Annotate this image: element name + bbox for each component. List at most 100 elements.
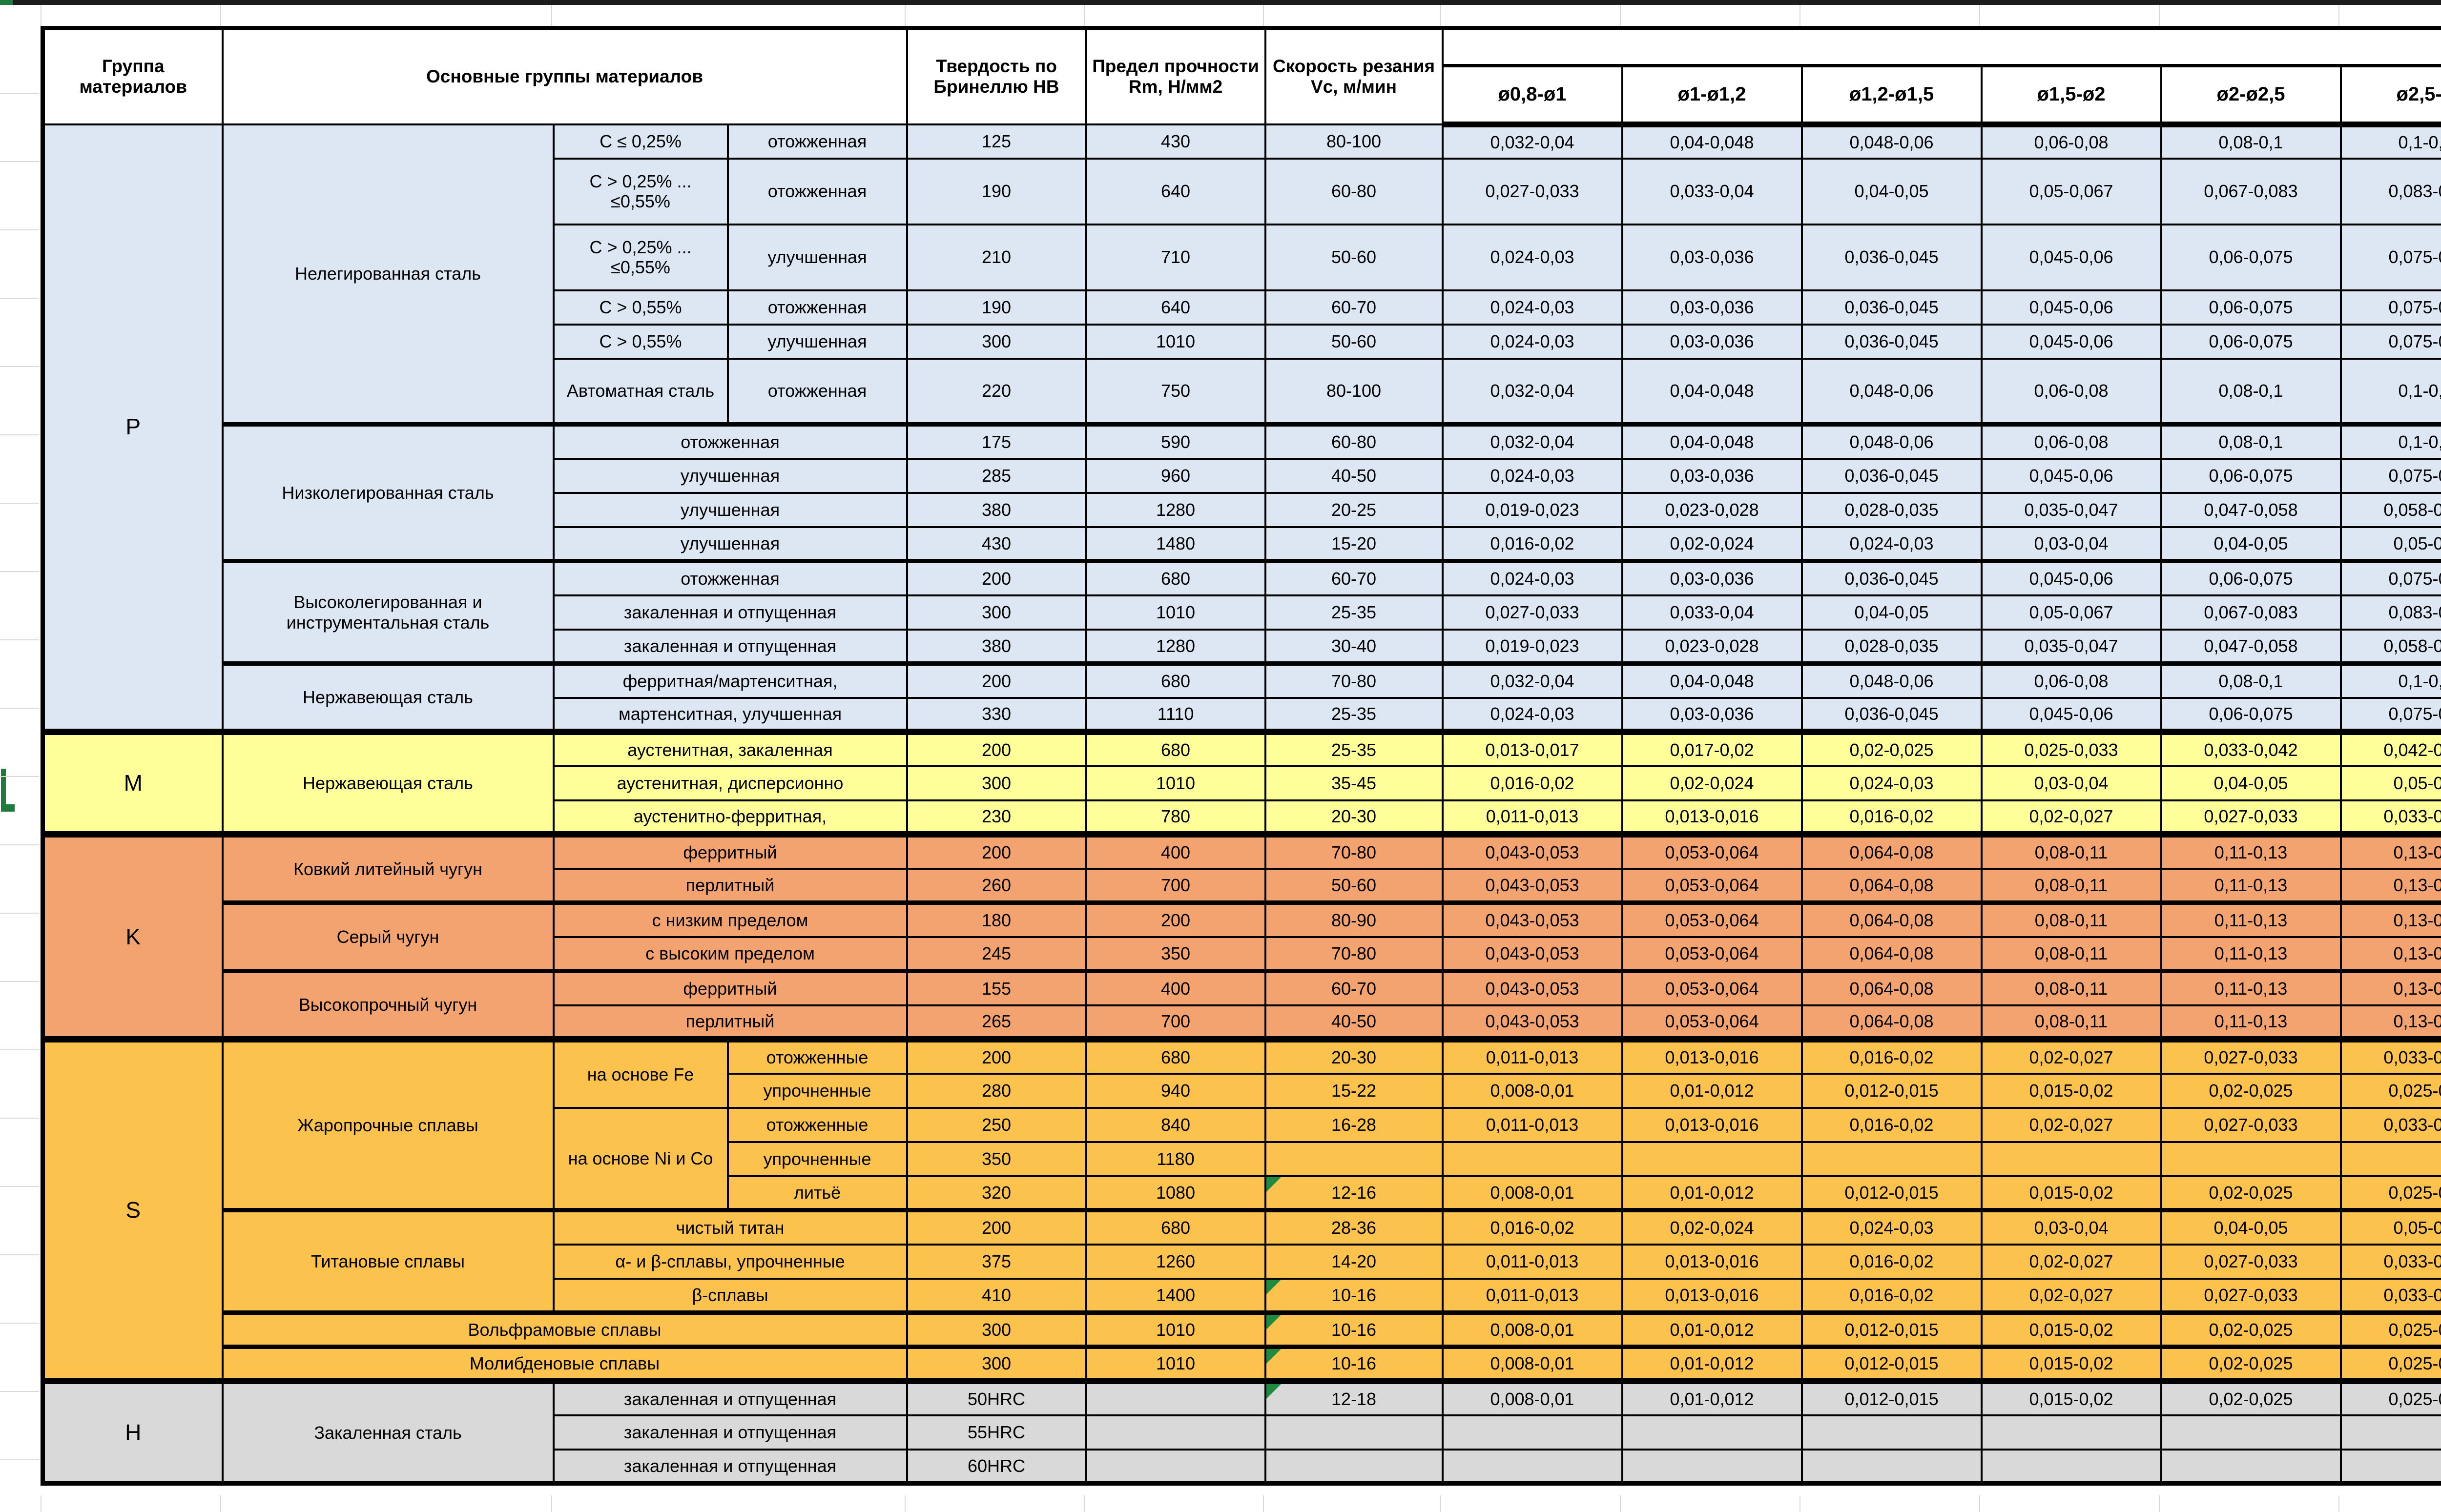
table-cell[interactable] bbox=[1085, 1414, 1266, 1451]
table-cell[interactable]: 0,048-0,06 bbox=[1800, 357, 1983, 426]
material-group[interactable]: Серый чугун bbox=[221, 900, 555, 972]
table-cell[interactable]: 0,032-0,04 bbox=[1441, 123, 1623, 160]
table-cell[interactable]: 0,08-0,11 bbox=[1980, 936, 2162, 972]
table-cell[interactable]: 0,036-0,045 bbox=[1800, 323, 1983, 360]
table-cell[interactable]: 0,06-0,075 bbox=[2160, 457, 2342, 494]
table-cell[interactable]: 0,08-0,1 bbox=[2160, 661, 2342, 699]
table-cell[interactable] bbox=[1264, 1448, 1444, 1485]
table-cell[interactable]: 20-30 bbox=[1264, 799, 1444, 836]
table-cell[interactable]: 0,083-0,13 bbox=[2339, 157, 2441, 225]
table-cell[interactable]: 0,013-0,017 bbox=[1441, 729, 1623, 767]
table-cell[interactable]: с низким пределом bbox=[552, 900, 908, 938]
table-cell[interactable]: 680 bbox=[1085, 1208, 1266, 1246]
table-cell[interactable]: 265 bbox=[906, 1004, 1087, 1041]
table-cell[interactable]: 0,024-0,03 bbox=[1441, 696, 1623, 733]
table-cell[interactable]: 380 bbox=[906, 491, 1087, 528]
table-cell[interactable]: 0,02-0,024 bbox=[1621, 1208, 1803, 1246]
table-cell[interactable]: 0,019-0,023 bbox=[1441, 628, 1623, 665]
table-cell[interactable]: 0,023-0,028 bbox=[1621, 491, 1803, 528]
table-cell[interactable]: 10-16 bbox=[1264, 1310, 1444, 1348]
table-cell[interactable]: 80-100 bbox=[1264, 357, 1444, 426]
material-group[interactable]: Жаропрочные сплавы bbox=[221, 1036, 555, 1211]
table-cell[interactable]: ферритный bbox=[552, 831, 908, 870]
table-cell[interactable]: 190 bbox=[906, 157, 1087, 225]
table-cell[interactable]: 0,04-0,05 bbox=[2160, 526, 2342, 562]
table-cell[interactable]: улучшенная bbox=[552, 491, 908, 528]
table-cell[interactable]: 350 bbox=[1085, 936, 1266, 972]
table-cell[interactable]: 0,033-0,053 bbox=[2339, 1036, 2441, 1075]
table-cell[interactable]: 0,053-0,064 bbox=[1621, 936, 1803, 972]
table-cell[interactable]: 0,05-0,067 bbox=[1980, 157, 2162, 225]
table-cell[interactable]: 200 bbox=[906, 1208, 1087, 1246]
table-cell[interactable] bbox=[1441, 1141, 1623, 1177]
table-cell[interactable]: чистый титан bbox=[552, 1208, 908, 1246]
table-cell[interactable]: перлитный bbox=[552, 867, 908, 904]
material-group[interactable]: Закаленная сталь bbox=[221, 1378, 555, 1485]
table-cell[interactable]: 15-22 bbox=[1264, 1072, 1444, 1109]
table-cell[interactable]: 0,016-0,02 bbox=[1800, 1243, 1983, 1280]
table-cell[interactable]: 0,11-0,13 bbox=[2160, 936, 2342, 972]
table-cell[interactable]: 25-35 bbox=[1264, 594, 1444, 631]
table-cell[interactable]: 0,015-0,02 bbox=[1980, 1072, 2162, 1109]
table-cell[interactable]: 40-50 bbox=[1264, 1004, 1444, 1041]
table-cell[interactable]: 0,075-0,12 bbox=[2339, 289, 2441, 326]
table-cell[interactable] bbox=[1085, 1448, 1266, 1485]
table-cell[interactable]: 0,032-0,04 bbox=[1441, 357, 1623, 426]
table-cell[interactable]: 0,13-0,21 bbox=[2339, 831, 2441, 870]
table-cell[interactable]: 0,024-0,03 bbox=[1441, 223, 1623, 291]
table-cell[interactable]: 0,075-0,12 bbox=[2339, 223, 2441, 291]
table-cell[interactable]: 1180 bbox=[1085, 1141, 1266, 1177]
table-cell[interactable]: 330 bbox=[906, 696, 1087, 733]
table-cell[interactable] bbox=[1800, 1414, 1983, 1451]
table-cell[interactable]: 0,045-0,06 bbox=[1980, 696, 2162, 733]
table-cell[interactable]: 400 bbox=[1085, 969, 1266, 1006]
table-cell[interactable]: 0,008-0,01 bbox=[1441, 1072, 1623, 1109]
table-cell[interactable]: 0,025-0,033 bbox=[1980, 729, 2162, 767]
table-cell[interactable]: на основе Fe bbox=[552, 1036, 729, 1109]
table-cell[interactable]: 0,08-0,11 bbox=[1980, 1004, 2162, 1041]
table-cell[interactable]: 0,015-0,02 bbox=[1980, 1378, 2162, 1416]
table-cell[interactable]: на основе Ni и Co bbox=[552, 1106, 729, 1211]
table-cell[interactable]: 0,1-0,16 bbox=[2339, 422, 2441, 460]
table-cell[interactable]: 0,1-0,16 bbox=[2339, 123, 2441, 160]
table-cell[interactable]: 0,02-0,027 bbox=[1980, 799, 2162, 836]
table-cell[interactable]: 0,028-0,035 bbox=[1800, 491, 1983, 528]
table-cell[interactable]: 0,028-0,035 bbox=[1800, 628, 1983, 665]
table-cell[interactable]: 300 bbox=[906, 1345, 1087, 1382]
table-cell[interactable]: 0,11-0,13 bbox=[2160, 900, 2342, 938]
table-cell[interactable]: 125 bbox=[906, 123, 1087, 160]
table-cell[interactable] bbox=[1621, 1141, 1803, 1177]
table-cell[interactable]: 350 bbox=[906, 1141, 1087, 1177]
table-cell[interactable]: 0,036-0,045 bbox=[1800, 559, 1983, 596]
table-cell[interactable]: 1480 bbox=[1085, 526, 1266, 562]
table-cell[interactable]: 0,013-0,016 bbox=[1621, 1106, 1803, 1143]
feed-col-header[interactable]: ø1,5-ø2 bbox=[1980, 64, 2162, 127]
table-cell[interactable]: 0,011-0,013 bbox=[1441, 1106, 1623, 1143]
table-cell[interactable]: 1110 bbox=[1085, 696, 1266, 733]
table-cell[interactable]: 60-80 bbox=[1264, 422, 1444, 460]
table-cell[interactable]: 250 bbox=[906, 1106, 1087, 1143]
table-cell[interactable]: закаленная и отпущенная bbox=[552, 628, 908, 665]
table-cell[interactable]: отожженная bbox=[552, 422, 908, 460]
table-cell[interactable]: с высоким пределом bbox=[552, 936, 908, 972]
table-cell[interactable]: 0,075-0,12 bbox=[2339, 559, 2441, 596]
table-cell[interactable]: 0,01-0,012 bbox=[1621, 1310, 1803, 1348]
table-cell[interactable]: улучшенная bbox=[552, 526, 908, 562]
table-cell[interactable]: 0,03-0,04 bbox=[1980, 526, 2162, 562]
table-cell[interactable]: 1400 bbox=[1085, 1277, 1266, 1314]
table-cell[interactable]: 0,08-0,11 bbox=[1980, 867, 2162, 904]
table-cell[interactable]: 0,06-0,075 bbox=[2160, 289, 2342, 326]
table-cell[interactable]: 0,1-0,16 bbox=[2339, 357, 2441, 426]
table-cell[interactable]: мартенситная, улучшенная bbox=[552, 696, 908, 733]
table-cell[interactable]: 245 bbox=[906, 936, 1087, 972]
table-cell[interactable]: 14-20 bbox=[1264, 1243, 1444, 1280]
table-cell[interactable]: 0,04-0,05 bbox=[1800, 594, 1983, 631]
table-cell[interactable]: 16-28 bbox=[1264, 1106, 1444, 1143]
table-cell[interactable] bbox=[1085, 1378, 1266, 1416]
table-cell[interactable]: 0,064-0,08 bbox=[1800, 1004, 1983, 1041]
table-cell[interactable]: аустенитно-ферритная, bbox=[552, 799, 908, 836]
table-cell[interactable]: 0,011-0,013 bbox=[1441, 1243, 1623, 1280]
table-cell[interactable]: 80-90 bbox=[1264, 900, 1444, 938]
table-cell[interactable]: 0,025-0,04 bbox=[2339, 1072, 2441, 1109]
table-cell[interactable]: 0,024-0,03 bbox=[1800, 765, 1983, 801]
